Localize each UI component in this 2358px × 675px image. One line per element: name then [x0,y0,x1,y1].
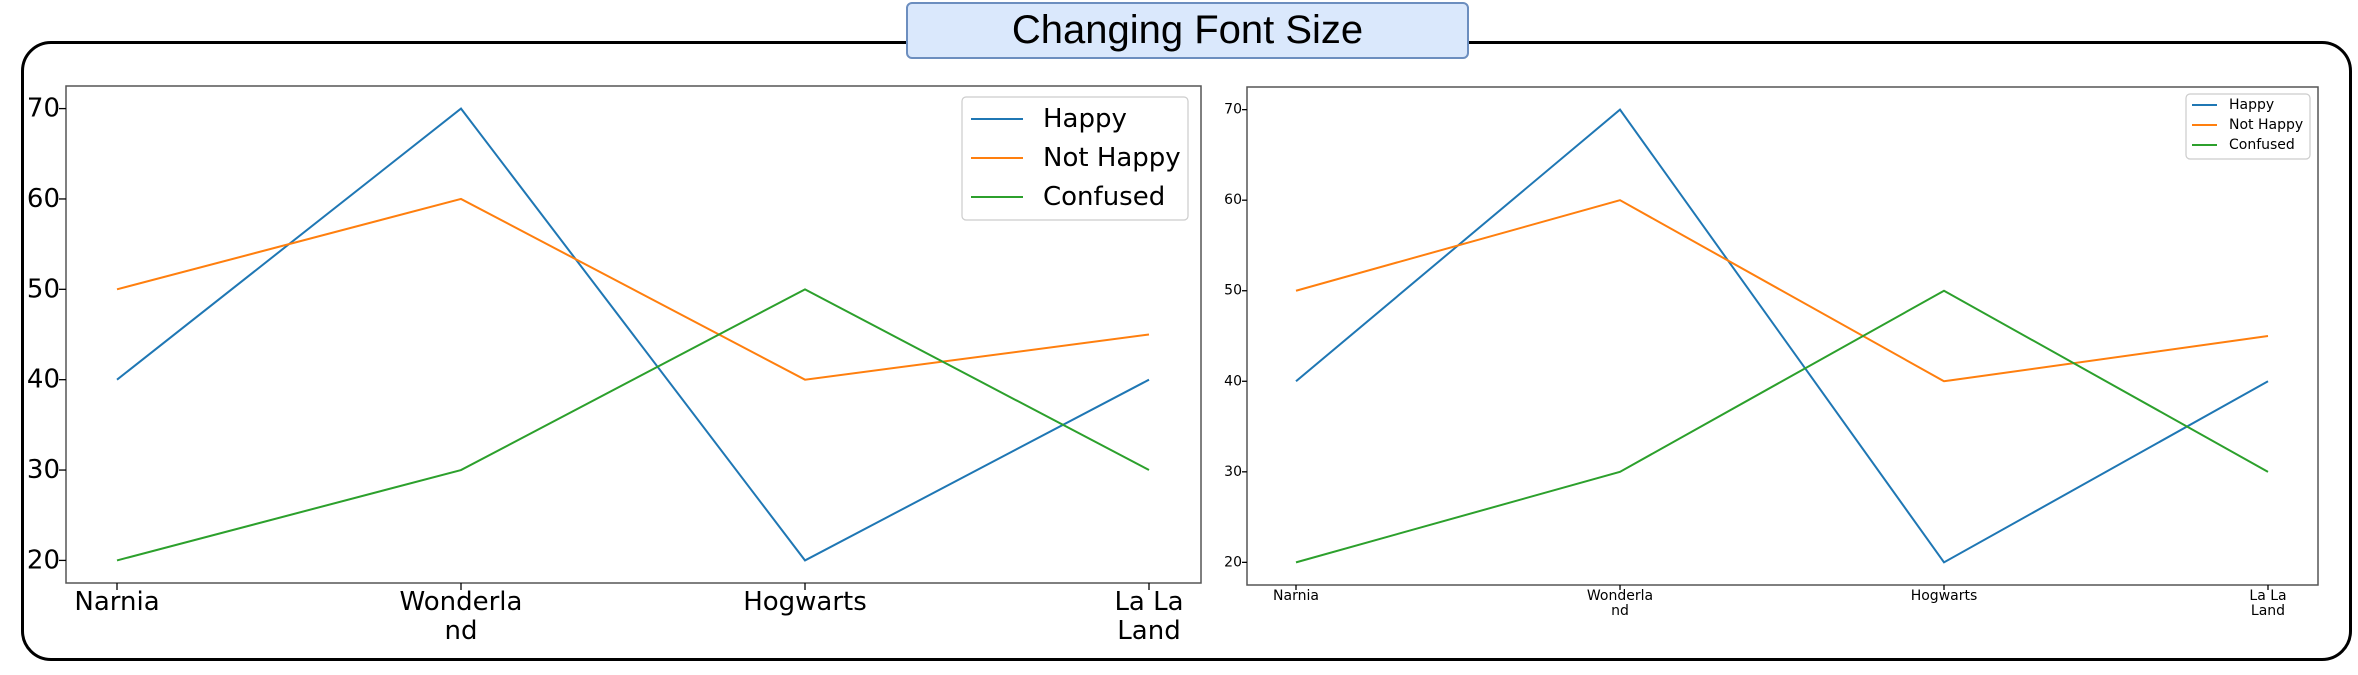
chart1-legend-label-not-happy: Not Happy [1043,143,1181,173]
chart2-series-happy-line [1295,108,2269,564]
chart2-legend-label-happy: Happy [2229,97,2274,113]
chart2-x-tick-label: La La Land [2249,588,2286,619]
chart1-y-tick-label: 70 [27,94,60,124]
chart2-legend-label-confused: Confused [2229,137,2295,153]
chart1-y-tick-label: 50 [27,274,60,304]
chart1-legend-label-happy: Happy [1043,104,1127,134]
chart1-legend [961,96,1189,221]
chart2-plot-area [1246,86,2319,586]
chart2-legend [2185,93,2311,160]
chart2-y-tick-label: 60 [1224,192,1242,208]
chart1-y-tick-label: 60 [27,184,60,214]
chart1-x-tick-label: Narnia [74,587,159,617]
chart1-x-tick-label: La La Land [1114,587,1183,646]
chart2-y-tick-label: 30 [1224,464,1242,480]
chart1-series-not-happy-line [116,197,1150,381]
chart1-x-tick-label: Hogwarts [743,587,867,617]
chart1-plot-area [65,85,1202,584]
chart2-y-tick-label: 20 [1224,554,1242,570]
chart2-x-tick-label: Narnia [1273,588,1319,604]
chart2-x-tick-label: Hogwarts [1911,588,1978,604]
chart1-x-tick-label: Wonderla nd [400,587,523,646]
chart2-legend-label-not-happy: Not Happy [2229,117,2303,133]
chart2-y-tick-label: 50 [1224,283,1242,299]
chart2-x-tick-label: Wonderla nd [1587,588,1653,619]
chart1-y-tick-label: 20 [27,545,60,575]
chart1-y-tick-label: 40 [27,365,60,395]
figure-title: Changing Font Size [906,2,1469,59]
chart1-y-tick-label: 30 [27,455,60,485]
chart1-legend-label-confused: Confused [1043,182,1165,212]
chart2-y-tick-label: 40 [1224,373,1242,389]
chart2-y-tick-label: 70 [1224,102,1242,118]
chart2-series-not-happy-line [1295,199,2269,383]
chart2-series-confused-line [1295,289,2269,564]
chart1-series-confused-line [116,288,1150,562]
